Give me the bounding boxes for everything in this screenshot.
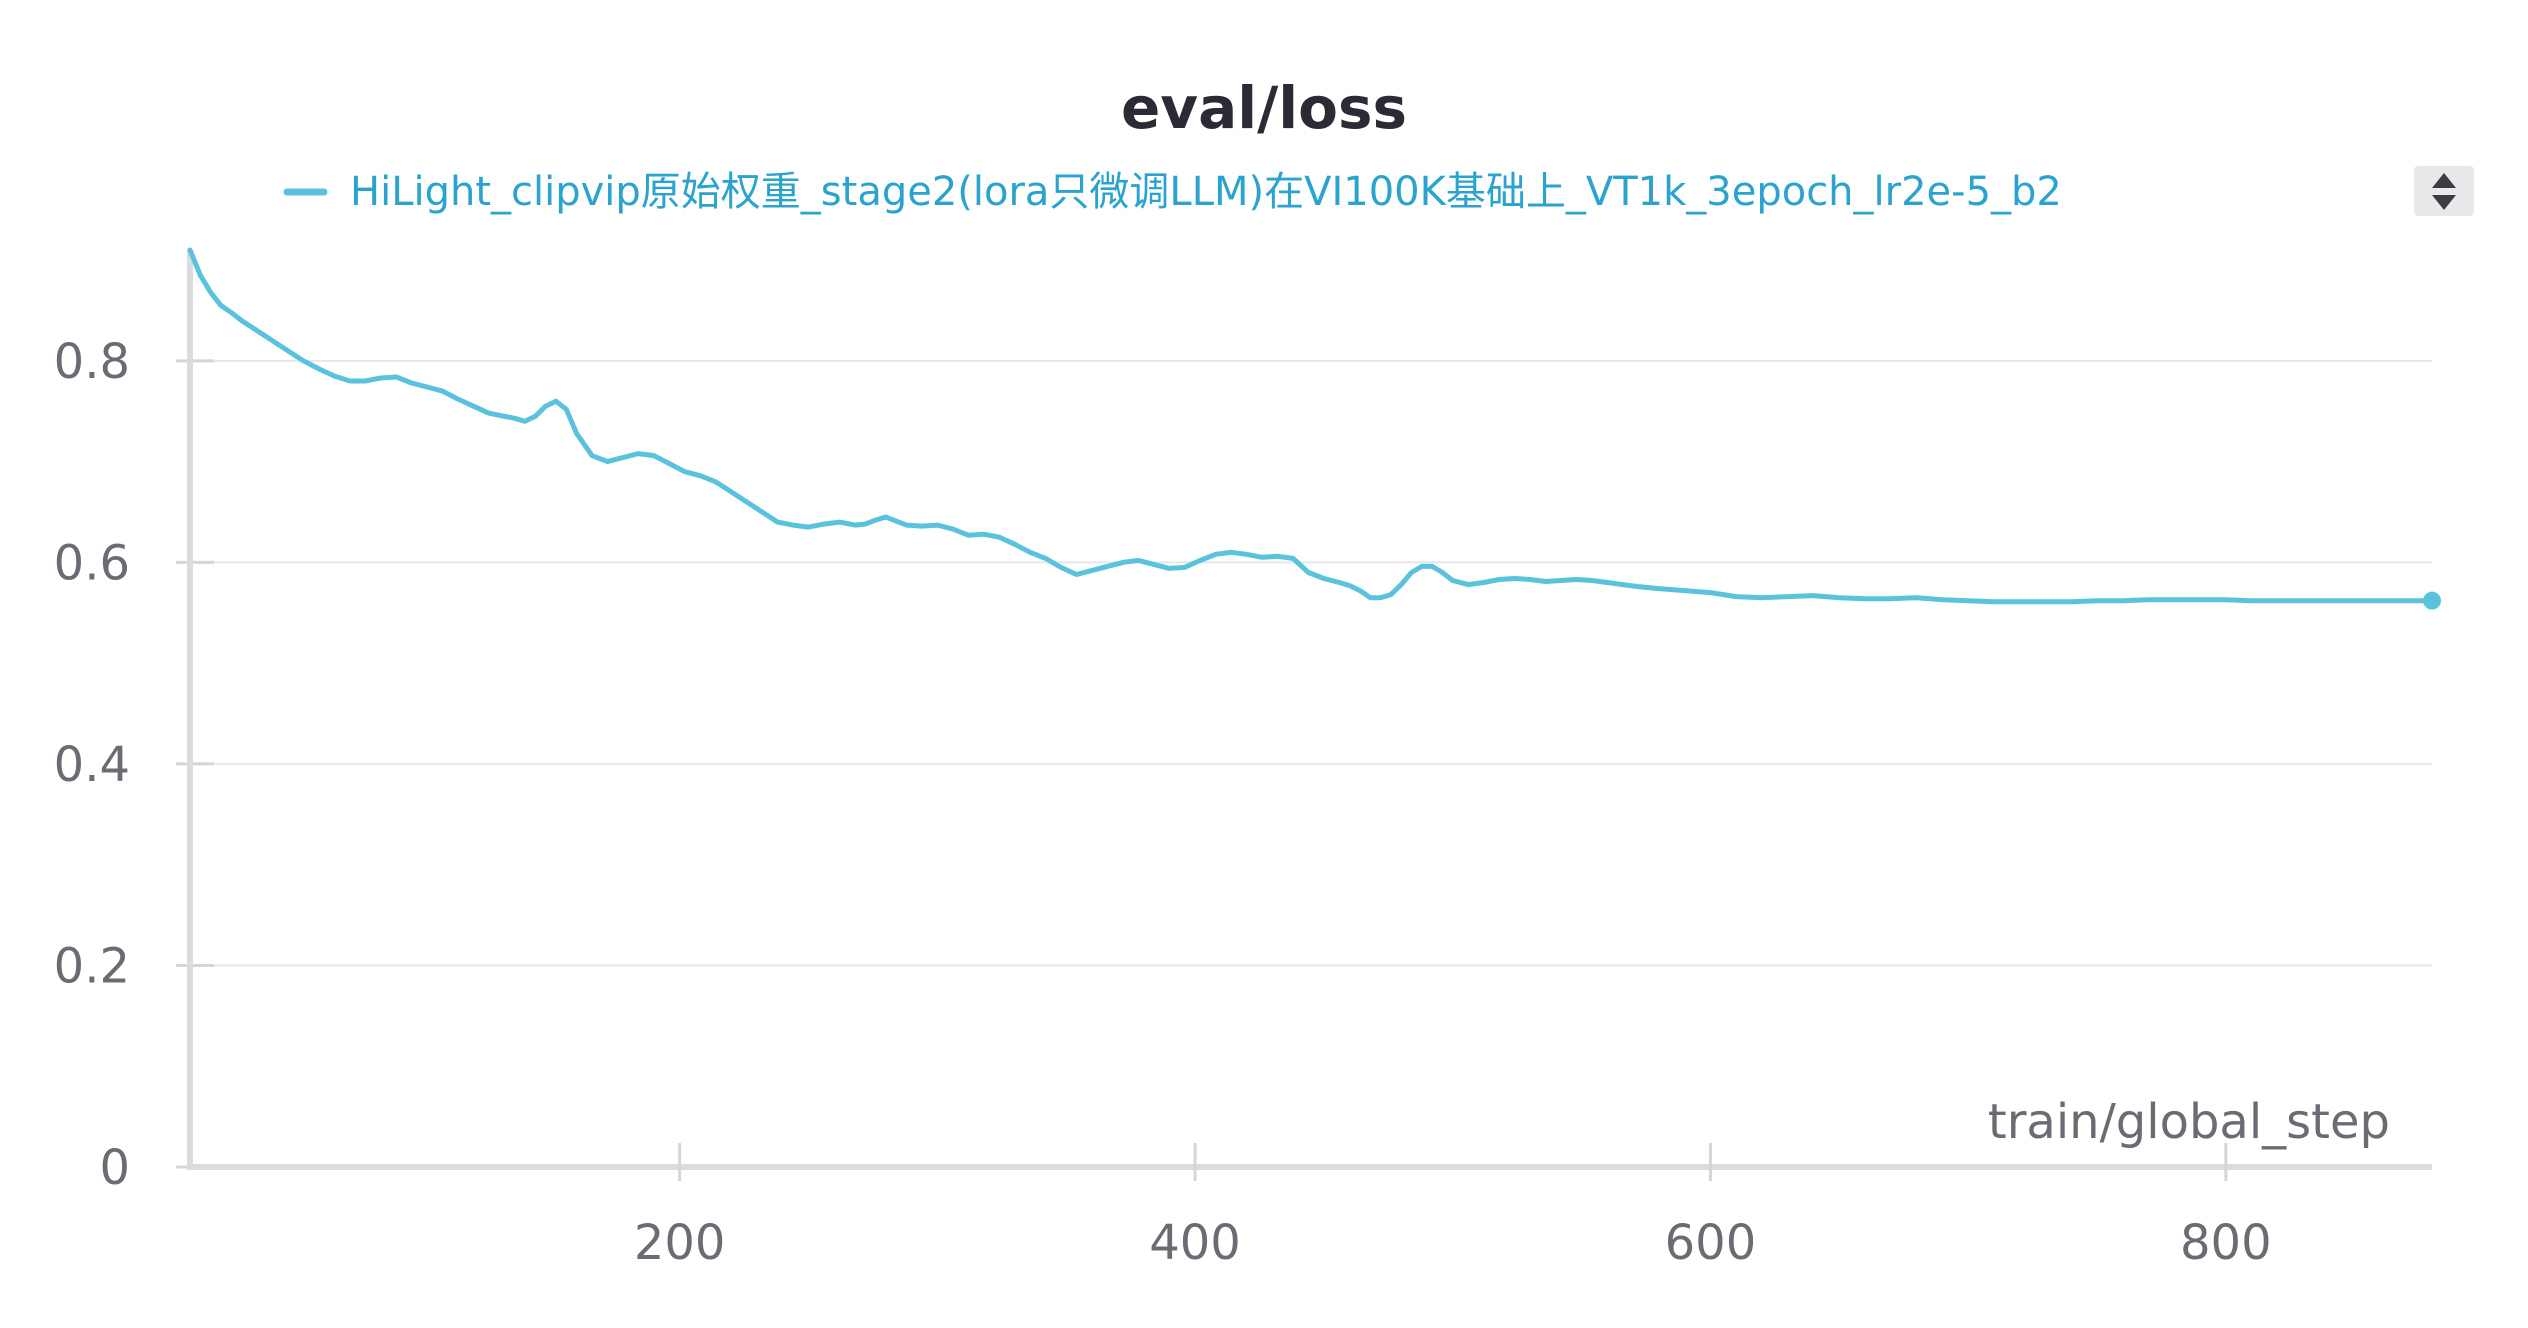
x-tick-label: 600 (1665, 1215, 1757, 1271)
x-tick-label: 800 (2180, 1215, 2272, 1271)
y-tick-label: 0 (99, 1140, 130, 1196)
y-tick-label: 0.6 (54, 535, 130, 591)
y-tick-label: 0.8 (54, 334, 130, 390)
series-endpoint-marker (2423, 591, 2441, 610)
legend[interactable]: HiLight_clipvip原始权重_stage2(lora只微调LLM)在V… (283, 169, 2062, 215)
chart-title: eval/loss (1121, 74, 1407, 142)
caret-down-icon (2432, 195, 2456, 210)
x-tick-label: 400 (1149, 1215, 1241, 1271)
y-tick-label: 0.2 (54, 938, 130, 994)
grid (190, 359, 2432, 967)
x-tick-label: 200 (634, 1215, 726, 1271)
legend-series-label[interactable]: HiLight_clipvip原始权重_stage2(lora只微调LLM)在V… (350, 169, 2062, 215)
x-axis-label: train/global_step (1988, 1094, 2390, 1150)
series-line (187, 247, 2435, 605)
tick-labels: 0 0.2 0.4 0.6 0.8 200 400 600 800 (54, 334, 2272, 1271)
axes (176, 250, 2432, 1181)
legend-scroll-background (2414, 166, 2474, 216)
legend-scroll-toggle[interactable] (2414, 166, 2474, 216)
caret-up-icon (2432, 173, 2456, 188)
y-tick-label: 0.4 (54, 737, 130, 793)
series-layer (187, 247, 2441, 610)
